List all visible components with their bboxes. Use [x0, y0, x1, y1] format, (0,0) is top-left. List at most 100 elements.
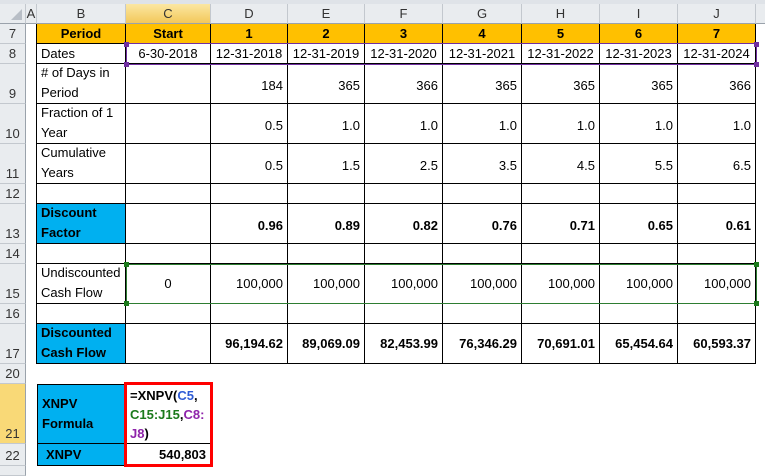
empty-cell[interactable] — [600, 244, 678, 264]
discounted-cell[interactable]: 82,453.99 — [365, 324, 443, 364]
undiscounted-cell[interactable]: 100,000 — [678, 264, 756, 304]
discounted-label[interactable]: Discounted Cash Flow — [37, 324, 126, 364]
cumulative-cell[interactable]: 0.5 — [211, 144, 288, 184]
empty-cell[interactable] — [37, 184, 126, 204]
days-cell[interactable]: 366 — [678, 64, 756, 104]
days-cell[interactable]: 184 — [211, 64, 288, 104]
undiscounted-cell[interactable]: 100,000 — [600, 264, 678, 304]
row-header-7[interactable]: 7 — [0, 24, 26, 44]
row-header-20[interactable]: 20 — [0, 364, 26, 384]
empty-cell[interactable] — [522, 184, 600, 204]
column-header-k[interactable] — [756, 4, 765, 24]
days-cell[interactable]: 366 — [365, 64, 443, 104]
dates-label[interactable]: Dates — [37, 44, 126, 64]
fraction-cell[interactable]: 1.0 — [288, 104, 365, 144]
days-cell[interactable] — [126, 64, 211, 104]
row-header-11[interactable]: 11 — [0, 144, 26, 184]
empty-cell[interactable] — [678, 244, 756, 264]
cumulative-label[interactable]: Cumulative Years — [37, 144, 126, 184]
days-cell[interactable]: 365 — [522, 64, 600, 104]
discount-factor-cell[interactable]: 0.82 — [365, 204, 443, 244]
undiscounted-label[interactable]: Undiscounted Cash Flow — [37, 264, 126, 304]
discount-factor-cell[interactable]: 0.89 — [288, 204, 365, 244]
xnpv-result-value[interactable]: 540,803 — [126, 444, 211, 466]
row-header-12[interactable]: 12 — [0, 184, 26, 204]
discounted-cell[interactable]: 65,454.64 — [600, 324, 678, 364]
row-header-22[interactable]: 22 — [0, 444, 26, 466]
date-cell[interactable]: 12-31-2024 — [678, 44, 756, 64]
period-4[interactable]: 4 — [443, 24, 522, 44]
period-5[interactable]: 5 — [522, 24, 600, 44]
empty-cell[interactable] — [443, 244, 522, 264]
empty-cell[interactable] — [211, 184, 288, 204]
empty-cell[interactable] — [365, 304, 443, 324]
days-cell[interactable]: 365 — [600, 64, 678, 104]
range-handle[interactable] — [124, 42, 129, 47]
empty-cell[interactable] — [365, 184, 443, 204]
empty-cell[interactable] — [211, 244, 288, 264]
discount-factor-label[interactable]: Discount Factor — [37, 204, 126, 244]
date-cell[interactable]: 12-31-2023 — [600, 44, 678, 64]
column-header-h[interactable]: H — [522, 4, 600, 24]
fraction-cell[interactable]: 1.0 — [443, 104, 522, 144]
empty-cell[interactable] — [522, 304, 600, 324]
empty-cell[interactable] — [600, 184, 678, 204]
date-cell[interactable]: 12-31-2021 — [443, 44, 522, 64]
empty-cell[interactable] — [37, 304, 126, 324]
column-header-d[interactable]: D — [211, 4, 288, 24]
row-header-10[interactable]: 10 — [0, 104, 26, 144]
row-header-13[interactable]: 13 — [0, 204, 26, 244]
empty-cell[interactable] — [211, 304, 288, 324]
empty-cell[interactable] — [365, 244, 443, 264]
empty-cell[interactable] — [37, 244, 126, 264]
empty-cell[interactable] — [443, 184, 522, 204]
cumulative-cell[interactable]: 3.5 — [443, 144, 522, 184]
fraction-cell[interactable]: 1.0 — [678, 104, 756, 144]
undiscounted-cell[interactable]: 100,000 — [522, 264, 600, 304]
period-1[interactable]: 1 — [211, 24, 288, 44]
undiscounted-cell[interactable]: 100,000 — [365, 264, 443, 304]
period-3[interactable]: 3 — [365, 24, 443, 44]
column-header-i[interactable]: I — [600, 4, 678, 24]
date-cell[interactable]: 12-31-2018 — [211, 44, 288, 64]
period-start[interactable]: Start — [126, 24, 211, 44]
xnpv-result-label[interactable]: XNPV — [37, 444, 126, 466]
period-2[interactable]: 2 — [288, 24, 365, 44]
range-handle[interactable] — [754, 262, 759, 267]
row-header-9[interactable]: 9 — [0, 64, 26, 104]
range-handle[interactable] — [124, 262, 129, 267]
xnpv-formula-label[interactable]: XNPV Formula — [37, 384, 126, 444]
fraction-cell[interactable]: 1.0 — [522, 104, 600, 144]
fraction-cell[interactable]: 0.5 — [211, 104, 288, 144]
days-cell[interactable]: 365 — [288, 64, 365, 104]
fraction-cell[interactable]: 1.0 — [600, 104, 678, 144]
discount-factor-cell[interactable]: 0.65 — [600, 204, 678, 244]
undiscounted-cell[interactable]: 100,000 — [443, 264, 522, 304]
date-cell[interactable]: 12-31-2020 — [365, 44, 443, 64]
date-cell[interactable]: 12-31-2022 — [522, 44, 600, 64]
column-header-j[interactable]: J — [678, 4, 756, 24]
empty-cell[interactable] — [522, 244, 600, 264]
cumulative-cell[interactable] — [126, 144, 211, 184]
empty-cell[interactable] — [288, 304, 365, 324]
range-handle[interactable] — [754, 62, 759, 67]
empty-cell[interactable] — [126, 184, 211, 204]
fraction-cell[interactable] — [126, 104, 211, 144]
empty-cell[interactable] — [126, 244, 211, 264]
cumulative-cell[interactable]: 4.5 — [522, 144, 600, 184]
discount-factor-cell[interactable]: 0.71 — [522, 204, 600, 244]
row-header-8[interactable]: 8 — [0, 44, 26, 64]
column-header-a[interactable]: A — [26, 4, 37, 24]
column-header-b[interactable]: B — [37, 4, 126, 24]
cumulative-cell[interactable]: 6.5 — [678, 144, 756, 184]
period-label[interactable]: Period — [37, 24, 126, 44]
date-cell[interactable]: 12-31-2019 — [288, 44, 365, 64]
empty-cell[interactable] — [600, 304, 678, 324]
empty-cell[interactable] — [443, 304, 522, 324]
days-cell[interactable]: 365 — [443, 64, 522, 104]
fraction-cell[interactable]: 1.0 — [365, 104, 443, 144]
cumulative-cell[interactable]: 2.5 — [365, 144, 443, 184]
column-header-e[interactable]: E — [288, 4, 365, 24]
range-handle[interactable] — [754, 42, 759, 47]
column-header-c[interactable]: C — [126, 4, 211, 24]
